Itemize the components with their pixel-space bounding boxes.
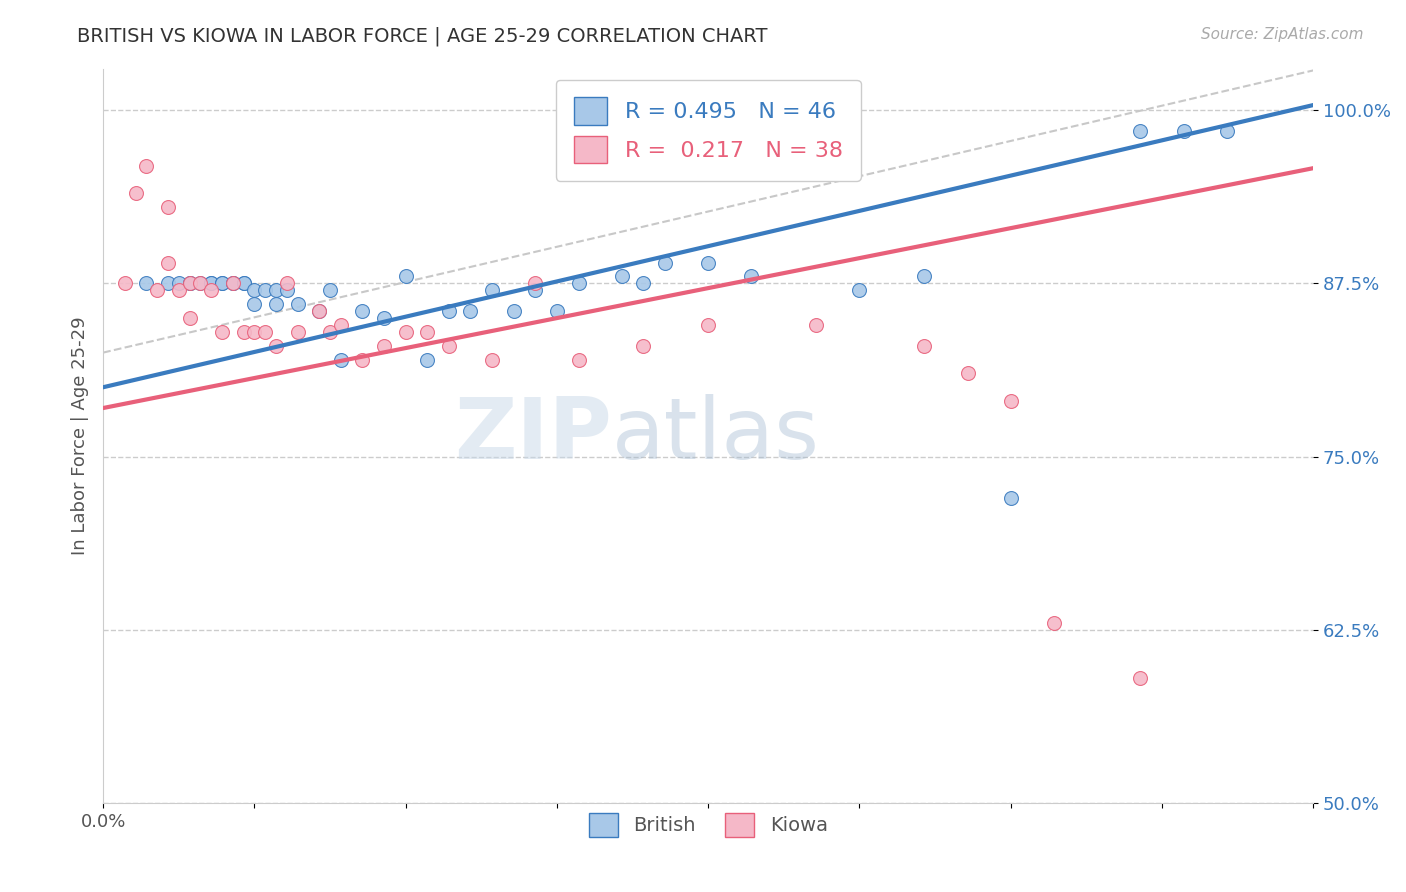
Point xyxy=(912,339,935,353)
Point xyxy=(352,352,374,367)
Point xyxy=(179,277,201,291)
Point xyxy=(567,277,589,291)
Point xyxy=(276,283,298,297)
Point xyxy=(190,277,212,291)
Point xyxy=(211,325,233,339)
Point xyxy=(567,352,589,367)
Point xyxy=(135,159,157,173)
Point xyxy=(524,277,547,291)
Point xyxy=(633,277,655,291)
Point xyxy=(167,277,190,291)
Point xyxy=(232,277,254,291)
Point xyxy=(524,283,547,297)
Point xyxy=(395,269,418,284)
Point xyxy=(437,339,460,353)
Point xyxy=(1000,491,1022,505)
Point xyxy=(264,339,287,353)
Point xyxy=(287,325,309,339)
Point xyxy=(222,277,245,291)
Point xyxy=(697,318,720,332)
Text: atlas: atlas xyxy=(612,394,820,477)
Point xyxy=(167,283,190,297)
Text: ZIP: ZIP xyxy=(454,394,612,477)
Point xyxy=(232,277,254,291)
Point xyxy=(460,304,482,318)
Text: Source: ZipAtlas.com: Source: ZipAtlas.com xyxy=(1201,27,1364,42)
Point xyxy=(806,318,828,332)
Point xyxy=(254,325,277,339)
Point xyxy=(232,325,254,339)
Legend: British, Kiowa: British, Kiowa xyxy=(581,805,835,845)
Y-axis label: In Labor Force | Age 25-29: In Labor Force | Age 25-29 xyxy=(72,317,89,555)
Point xyxy=(179,310,201,325)
Point xyxy=(156,277,179,291)
Point xyxy=(114,277,136,291)
Point xyxy=(124,186,146,201)
Point xyxy=(319,325,342,339)
Point xyxy=(135,277,157,291)
Point xyxy=(146,283,169,297)
Point xyxy=(254,283,277,297)
Point xyxy=(633,339,655,353)
Point xyxy=(179,277,201,291)
Point xyxy=(697,255,720,269)
Point xyxy=(211,277,233,291)
Point xyxy=(156,255,179,269)
Point xyxy=(416,325,439,339)
Point xyxy=(329,318,352,332)
Point xyxy=(1043,615,1066,630)
Point xyxy=(243,325,266,339)
Point xyxy=(481,283,503,297)
Point xyxy=(395,325,418,339)
Point xyxy=(222,277,245,291)
Point xyxy=(200,283,222,297)
Point xyxy=(243,283,266,297)
Point xyxy=(329,352,352,367)
Point xyxy=(502,304,524,318)
Point xyxy=(437,304,460,318)
Point xyxy=(740,269,762,284)
Point xyxy=(481,352,503,367)
Text: BRITISH VS KIOWA IN LABOR FORCE | AGE 25-29 CORRELATION CHART: BRITISH VS KIOWA IN LABOR FORCE | AGE 25… xyxy=(77,27,768,46)
Point xyxy=(200,277,222,291)
Point xyxy=(373,310,395,325)
Point xyxy=(912,269,935,284)
Point xyxy=(956,367,979,381)
Point xyxy=(200,277,222,291)
Point xyxy=(276,277,298,291)
Point xyxy=(156,200,179,214)
Point xyxy=(243,297,266,311)
Point xyxy=(308,304,330,318)
Point xyxy=(319,283,342,297)
Point xyxy=(416,352,439,367)
Point xyxy=(610,269,633,284)
Point xyxy=(308,304,330,318)
Point xyxy=(1173,124,1195,138)
Point xyxy=(179,277,201,291)
Point xyxy=(222,277,245,291)
Point xyxy=(287,297,309,311)
Point xyxy=(264,283,287,297)
Point xyxy=(352,304,374,318)
Point xyxy=(654,255,676,269)
Point xyxy=(1129,671,1152,685)
Point xyxy=(1129,124,1152,138)
Point xyxy=(373,339,395,353)
Point xyxy=(211,277,233,291)
Point xyxy=(190,277,212,291)
Point xyxy=(1000,394,1022,409)
Point xyxy=(1216,124,1239,138)
Point xyxy=(546,304,568,318)
Point xyxy=(264,297,287,311)
Point xyxy=(848,283,870,297)
